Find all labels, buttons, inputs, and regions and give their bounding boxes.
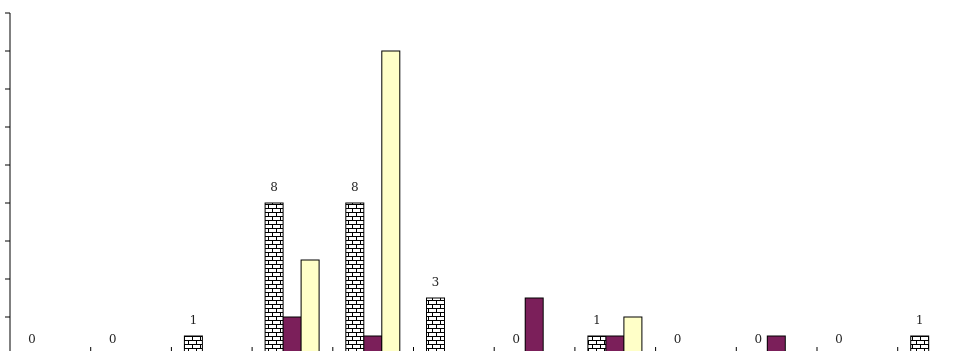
data-label: 0 bbox=[109, 332, 117, 346]
bar bbox=[300, 259, 320, 351]
data-label: 3 bbox=[432, 275, 440, 289]
bar bbox=[426, 297, 445, 351]
bar bbox=[345, 202, 365, 351]
data-label: 0 bbox=[835, 332, 843, 346]
bar bbox=[282, 316, 302, 351]
bar bbox=[623, 316, 643, 351]
bar bbox=[910, 335, 930, 351]
bar bbox=[587, 335, 607, 351]
bar bbox=[381, 50, 401, 351]
bar bbox=[524, 297, 544, 351]
data-label: 8 bbox=[351, 180, 359, 194]
bar bbox=[183, 335, 203, 351]
bar bbox=[264, 202, 284, 351]
bar bbox=[605, 335, 625, 351]
data-label: 1 bbox=[190, 313, 198, 327]
data-label: 8 bbox=[270, 180, 278, 194]
data-label: 1 bbox=[916, 313, 924, 327]
data-label: 0 bbox=[674, 332, 682, 346]
bar bbox=[766, 335, 786, 351]
data-label: 0 bbox=[28, 332, 36, 346]
data-label: 0 bbox=[512, 332, 520, 346]
data-label: 0 bbox=[754, 332, 762, 346]
data-label: 1 bbox=[593, 313, 601, 327]
bar bbox=[363, 335, 383, 351]
